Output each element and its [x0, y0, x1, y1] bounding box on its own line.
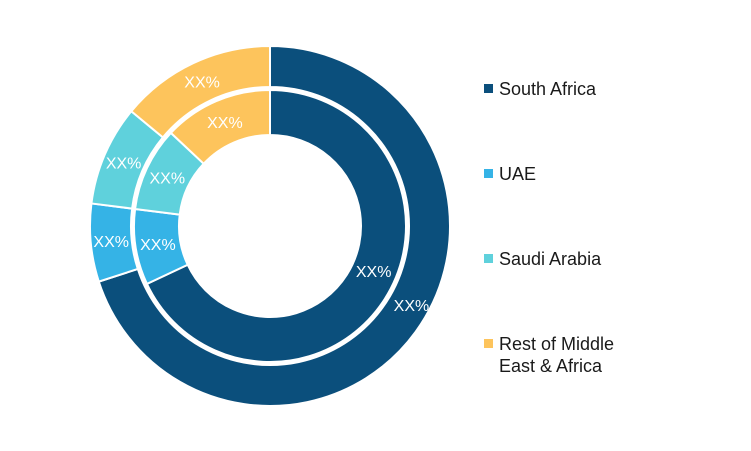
outer-slice-label-rest-of-middle-east-africa: XX%	[184, 75, 220, 92]
inner-slice-south-africa	[145, 88, 407, 363]
legend: South Africa UAE Saudi Arabia Rest of Mi…	[484, 0, 744, 451]
legend-item-rest-of-middle-east-africa: Rest of Middle East & Africa	[484, 333, 614, 377]
inner-slice-label-south-africa: XX%	[356, 264, 392, 281]
inner-slice-label-saudi-arabia: XX%	[150, 171, 186, 188]
legend-item-saudi-arabia: Saudi Arabia	[484, 248, 601, 270]
legend-swatch	[484, 339, 493, 348]
outer-slice-label-uae: XX%	[93, 234, 129, 251]
legend-label: UAE	[499, 164, 537, 184]
legend-label: Rest of Middle East & Africa	[499, 334, 615, 376]
inner-slice-label-rest-of-middle-east-africa: XX%	[207, 115, 243, 132]
legend-label: South Africa	[499, 79, 597, 99]
legend-label: Saudi Arabia	[499, 249, 602, 269]
outer-slice-south-africa	[97, 44, 451, 407]
inner-slice-label-uae: XX%	[140, 237, 176, 254]
legend-swatch	[484, 169, 493, 178]
outer-slice-label-south-africa: XX%	[394, 298, 430, 315]
outer-slice-label-saudi-arabia: XX%	[106, 156, 142, 173]
outer-slice-rest-of-middle-east-africa	[129, 44, 271, 139]
inner-slice-rest-of-middle-east-africa	[169, 88, 271, 166]
legend-item-uae: UAE	[484, 163, 536, 185]
legend-item-south-africa: South Africa	[484, 78, 596, 100]
donut-chart: XX%XX%XX%XX%XX%XX%XX%XX%	[89, 44, 451, 407]
legend-swatch	[484, 254, 493, 263]
legend-swatch	[484, 84, 493, 93]
